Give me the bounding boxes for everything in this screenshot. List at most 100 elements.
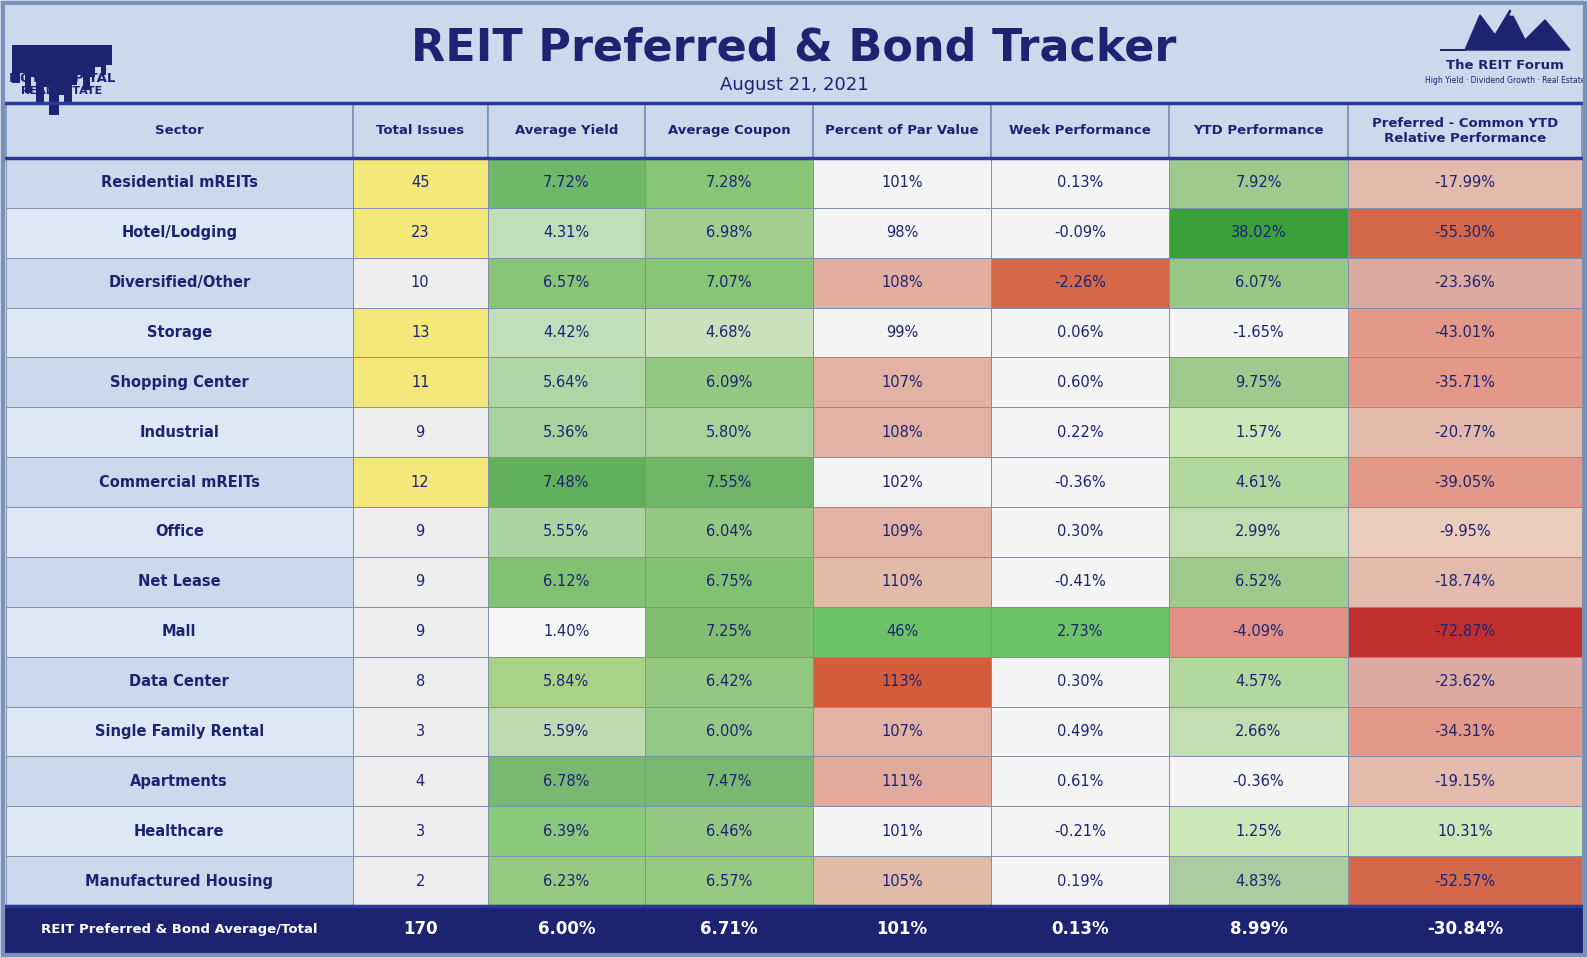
Text: 4.31%: 4.31% [543, 225, 589, 240]
Text: 6.78%: 6.78% [543, 774, 589, 788]
Bar [95, 45, 102, 67]
Bar [25, 45, 32, 93]
Text: 2.99%: 2.99% [1235, 524, 1282, 539]
Text: 7.55%: 7.55% [705, 474, 753, 490]
Text: 4.57%: 4.57% [1235, 674, 1282, 689]
Text: Net Lease: Net Lease [138, 575, 221, 589]
Bar [37, 45, 44, 105]
Bar [91, 45, 95, 77]
Bar [353, 457, 488, 507]
Text: Hotel/Lodging: Hotel/Lodging [121, 225, 237, 240]
Bar [6, 457, 353, 507]
Bar [6, 656, 353, 707]
Bar [813, 906, 991, 952]
Bar [353, 757, 488, 807]
Bar [991, 906, 1169, 952]
Text: -9.95%: -9.95% [1439, 524, 1491, 539]
Text: REIT Preferred & Bond Average/Total: REIT Preferred & Bond Average/Total [41, 923, 318, 936]
Bar [353, 407, 488, 457]
Bar [1348, 856, 1582, 906]
Text: -2.26%: -2.26% [1054, 275, 1107, 290]
Text: 0.30%: 0.30% [1058, 524, 1104, 539]
Bar [1169, 407, 1348, 457]
Bar [1169, 656, 1348, 707]
Text: 5.64%: 5.64% [543, 375, 589, 390]
Text: 4.61%: 4.61% [1235, 474, 1282, 490]
Text: -17.99%: -17.99% [1434, 175, 1496, 191]
Bar [353, 357, 488, 407]
Text: 46%: 46% [886, 625, 918, 639]
Text: Diversified/Other: Diversified/Other [108, 275, 251, 290]
Text: 5.59%: 5.59% [543, 724, 589, 739]
Polygon shape [1440, 10, 1571, 50]
Text: 0.19%: 0.19% [1058, 874, 1104, 889]
Text: 8.99%: 8.99% [1229, 920, 1288, 938]
Text: 6.57%: 6.57% [705, 874, 753, 889]
Text: 6.07%: 6.07% [1235, 275, 1282, 290]
Text: 4.42%: 4.42% [543, 325, 589, 340]
Text: Apartments: Apartments [130, 774, 229, 788]
Text: Storage: Storage [146, 325, 211, 340]
Text: 111%: 111% [881, 774, 923, 788]
Text: 9: 9 [416, 424, 426, 440]
Text: Single Family Rental: Single Family Rental [95, 724, 264, 739]
Bar [991, 557, 1169, 606]
Bar [353, 557, 488, 606]
Bar [813, 557, 991, 606]
Bar [991, 507, 1169, 557]
Bar [645, 757, 813, 807]
Text: 7.47%: 7.47% [705, 774, 753, 788]
Text: Industrial: Industrial [140, 424, 219, 440]
Text: 9: 9 [416, 625, 426, 639]
Text: 7.25%: 7.25% [705, 625, 753, 639]
Bar [1348, 906, 1582, 952]
Bar [1169, 357, 1348, 407]
Text: 0.30%: 0.30% [1058, 674, 1104, 689]
Text: 101%: 101% [881, 175, 923, 191]
Bar [488, 557, 645, 606]
Bar [106, 45, 113, 65]
Bar [488, 807, 645, 856]
Bar [1169, 208, 1348, 258]
Bar [1169, 757, 1348, 807]
Text: -39.05%: -39.05% [1434, 474, 1496, 490]
Bar [6, 208, 353, 258]
Text: Preferred - Common YTD
Relative Performance: Preferred - Common YTD Relative Performa… [1372, 117, 1558, 145]
Text: 5.80%: 5.80% [705, 424, 753, 440]
Bar [645, 856, 813, 906]
Bar [813, 103, 991, 158]
Text: -52.57%: -52.57% [1434, 874, 1496, 889]
Text: 6.46%: 6.46% [705, 824, 753, 838]
Text: 102%: 102% [881, 474, 923, 490]
Text: Week Performance: Week Performance [1010, 124, 1151, 137]
Bar [13, 45, 21, 83]
Text: 0.49%: 0.49% [1058, 724, 1104, 739]
Bar [1348, 656, 1582, 707]
Bar [6, 507, 353, 557]
Text: 113%: 113% [881, 674, 923, 689]
Bar [1348, 457, 1582, 507]
Text: 10.31%: 10.31% [1437, 824, 1493, 838]
Text: 6.39%: 6.39% [543, 824, 589, 838]
Bar [64, 45, 71, 103]
Text: -35.71%: -35.71% [1434, 375, 1496, 390]
Text: 9.75%: 9.75% [1235, 375, 1282, 390]
Bar [6, 308, 353, 357]
Bar [1169, 103, 1348, 158]
Text: 5.36%: 5.36% [543, 424, 589, 440]
Bar [813, 208, 991, 258]
Text: 6.00%: 6.00% [705, 724, 753, 739]
Text: 6.98%: 6.98% [705, 225, 753, 240]
Bar [991, 807, 1169, 856]
Text: Shopping Center: Shopping Center [110, 375, 249, 390]
Text: -34.31%: -34.31% [1434, 724, 1496, 739]
Text: 107%: 107% [881, 724, 923, 739]
Text: -43.01%: -43.01% [1434, 325, 1496, 340]
Bar [353, 606, 488, 656]
Bar [32, 45, 37, 77]
Bar [353, 707, 488, 757]
Bar [991, 258, 1169, 308]
Text: -19.15%: -19.15% [1434, 774, 1496, 788]
Bar [991, 606, 1169, 656]
Bar [6, 707, 353, 757]
